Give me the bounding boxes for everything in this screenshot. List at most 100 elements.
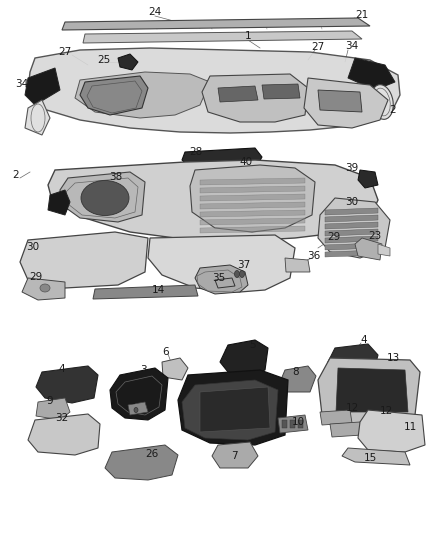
Polygon shape	[285, 258, 310, 272]
Polygon shape	[25, 100, 50, 135]
Polygon shape	[348, 58, 395, 90]
Text: 11: 11	[403, 422, 417, 432]
Text: 37: 37	[237, 260, 251, 270]
Text: 12: 12	[346, 403, 359, 413]
Polygon shape	[162, 358, 188, 380]
Polygon shape	[200, 202, 305, 209]
Polygon shape	[110, 368, 168, 420]
Ellipse shape	[81, 181, 129, 215]
Polygon shape	[325, 250, 378, 257]
Text: 2: 2	[13, 170, 19, 180]
Polygon shape	[60, 172, 145, 222]
Polygon shape	[358, 410, 425, 452]
Polygon shape	[200, 210, 305, 217]
Polygon shape	[182, 148, 262, 166]
Polygon shape	[62, 18, 370, 30]
Polygon shape	[36, 398, 70, 420]
Polygon shape	[128, 402, 148, 415]
Text: 12: 12	[379, 406, 392, 416]
Polygon shape	[182, 380, 278, 440]
Polygon shape	[75, 72, 210, 118]
Polygon shape	[178, 370, 288, 445]
Polygon shape	[200, 186, 305, 193]
Text: 6: 6	[162, 347, 170, 357]
Text: 27: 27	[311, 42, 325, 52]
Polygon shape	[358, 170, 378, 188]
Text: 25: 25	[97, 55, 111, 65]
Polygon shape	[336, 368, 408, 412]
Polygon shape	[330, 422, 362, 437]
Polygon shape	[278, 415, 308, 433]
Text: 5: 5	[249, 340, 255, 350]
Polygon shape	[220, 340, 268, 376]
Text: 9: 9	[47, 396, 53, 406]
Polygon shape	[48, 160, 378, 240]
Polygon shape	[20, 232, 148, 288]
Polygon shape	[36, 366, 98, 403]
Polygon shape	[325, 215, 378, 222]
Text: 36: 36	[307, 251, 321, 261]
Polygon shape	[290, 420, 295, 428]
Text: 39: 39	[55, 204, 69, 214]
Ellipse shape	[234, 271, 240, 278]
Ellipse shape	[40, 284, 50, 292]
Polygon shape	[262, 84, 300, 99]
Polygon shape	[325, 208, 378, 215]
Polygon shape	[282, 420, 287, 428]
Text: 23: 23	[368, 231, 381, 241]
Ellipse shape	[240, 271, 244, 278]
Text: 10: 10	[291, 417, 304, 427]
Text: 21: 21	[355, 10, 369, 20]
Text: 30: 30	[346, 197, 359, 207]
Polygon shape	[378, 244, 390, 256]
Polygon shape	[48, 190, 70, 215]
Text: 38: 38	[110, 172, 123, 182]
Polygon shape	[355, 238, 382, 260]
Text: 7: 7	[231, 451, 237, 461]
Polygon shape	[202, 74, 308, 122]
Text: 1: 1	[245, 31, 251, 41]
Text: 35: 35	[212, 273, 226, 283]
Text: 2: 2	[390, 105, 396, 115]
Polygon shape	[200, 194, 305, 201]
Text: 39: 39	[346, 163, 359, 173]
Polygon shape	[318, 198, 390, 258]
Text: 29: 29	[29, 272, 42, 282]
Text: 28: 28	[189, 147, 203, 157]
Text: 4: 4	[59, 364, 65, 374]
Ellipse shape	[134, 408, 138, 413]
Text: 13: 13	[386, 353, 399, 363]
Polygon shape	[328, 344, 378, 382]
Ellipse shape	[371, 85, 393, 119]
Polygon shape	[325, 236, 378, 243]
Polygon shape	[200, 226, 305, 233]
Text: 27: 27	[58, 47, 72, 57]
Text: 40: 40	[240, 157, 253, 167]
Text: 14: 14	[152, 285, 165, 295]
Polygon shape	[325, 229, 378, 236]
Text: 3: 3	[140, 365, 146, 375]
Polygon shape	[280, 366, 316, 392]
Polygon shape	[320, 410, 352, 425]
Polygon shape	[28, 414, 100, 455]
Text: 32: 32	[55, 413, 69, 423]
Text: 31: 31	[124, 396, 137, 406]
Polygon shape	[28, 48, 400, 133]
Polygon shape	[195, 265, 248, 294]
Polygon shape	[325, 222, 378, 229]
Text: 4: 4	[360, 335, 367, 345]
Polygon shape	[80, 76, 148, 115]
Polygon shape	[218, 86, 258, 102]
Text: 30: 30	[26, 242, 39, 252]
Polygon shape	[212, 442, 258, 468]
Polygon shape	[93, 285, 198, 299]
Polygon shape	[200, 178, 305, 185]
Polygon shape	[83, 31, 362, 43]
Text: 29: 29	[327, 232, 341, 242]
Polygon shape	[148, 235, 295, 292]
Text: 34: 34	[15, 79, 28, 89]
Polygon shape	[190, 165, 315, 232]
Polygon shape	[318, 90, 362, 112]
Text: 26: 26	[145, 449, 159, 459]
Text: 24: 24	[148, 7, 162, 17]
